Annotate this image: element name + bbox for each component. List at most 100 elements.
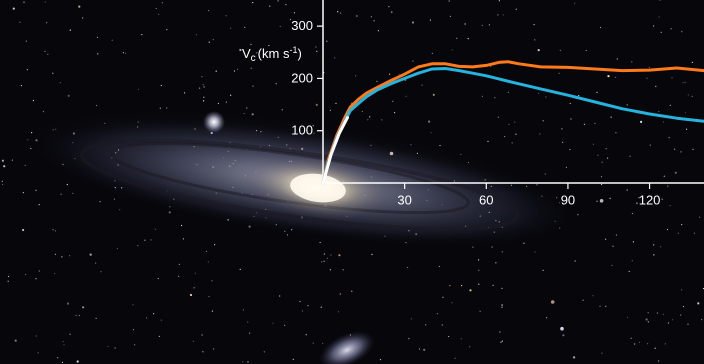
star [562, 141, 564, 143]
star [634, 343, 636, 345]
satellite-galaxy-m32 [203, 111, 225, 133]
star [495, 262, 497, 264]
star [256, 52, 258, 54]
star [508, 123, 510, 126]
star [230, 27, 232, 29]
star [430, 132, 432, 134]
star [208, 10, 210, 12]
star [394, 112, 396, 114]
star [569, 148, 571, 151]
star [225, 101, 227, 103]
star [659, 0, 661, 1]
star [636, 202, 638, 204]
star [326, 257, 328, 259]
star [451, 302, 453, 304]
star [441, 324, 443, 326]
star [667, 228, 669, 231]
y-tick-label: 200 [291, 70, 313, 85]
star [662, 313, 664, 315]
star [351, 290, 353, 292]
star [687, 94, 689, 96]
star [631, 260, 633, 262]
star [600, 176, 603, 178]
star [592, 143, 595, 145]
star [54, 253, 57, 255]
star [212, 39, 214, 41]
star [578, 95, 580, 97]
star [677, 232, 679, 234]
y-tick-label: 300 [291, 18, 313, 33]
star [672, 319, 674, 321]
star [124, 52, 127, 54]
star [14, 339, 17, 342]
star [534, 251, 536, 253]
star [605, 305, 607, 307]
star [3, 165, 6, 168]
star [361, 110, 363, 113]
star [137, 88, 139, 90]
star [54, 272, 56, 275]
star [329, 269, 331, 271]
star [605, 148, 607, 150]
star [616, 58, 618, 60]
star [582, 299, 584, 301]
star [681, 289, 683, 291]
star [599, 199, 604, 203]
star [247, 361, 249, 363]
star [289, 18, 291, 21]
star [611, 264, 613, 266]
star [544, 173, 546, 175]
star [78, 5, 81, 8]
x-tick-label: 30 [397, 193, 411, 208]
star [116, 247, 118, 250]
star [410, 318, 412, 320]
star [534, 39, 536, 41]
star [494, 97, 496, 99]
star [57, 357, 59, 359]
star [481, 24, 483, 26]
star [89, 253, 92, 256]
star [542, 269, 544, 271]
star [211, 280, 213, 282]
star [668, 137, 670, 139]
star [671, 77, 673, 79]
star [656, 312, 659, 314]
star [281, 109, 283, 111]
star [682, 306, 685, 308]
star [533, 24, 535, 26]
star [469, 289, 472, 292]
star [501, 340, 503, 342]
x-tick-label: 60 [479, 193, 493, 208]
rotation-curve-chart: 100 200 300 30 60 90 120 Vc (km s-1) [242, 0, 704, 208]
star [653, 244, 655, 246]
star [315, 103, 318, 106]
star [211, 310, 213, 312]
star [464, 23, 466, 25]
star [166, 29, 168, 31]
star [389, 73, 391, 75]
star [342, 269, 344, 271]
star [203, 100, 205, 102]
star [247, 321, 249, 323]
star [23, 1, 25, 3]
star [230, 94, 232, 96]
star [654, 347, 656, 349]
star [323, 253, 325, 255]
star [132, 304, 134, 306]
star [436, 313, 438, 315]
star [242, 309, 244, 311]
star [418, 348, 421, 350]
star [565, 166, 568, 168]
star [514, 121, 516, 123]
star [249, 332, 251, 334]
star [497, 116, 499, 118]
star [560, 326, 564, 331]
star [1, 183, 4, 186]
x-tick-label: 90 [561, 193, 575, 208]
star [277, 0, 279, 2]
star [667, 185, 669, 187]
star [315, 46, 317, 48]
star [158, 335, 160, 337]
star [233, 70, 236, 72]
